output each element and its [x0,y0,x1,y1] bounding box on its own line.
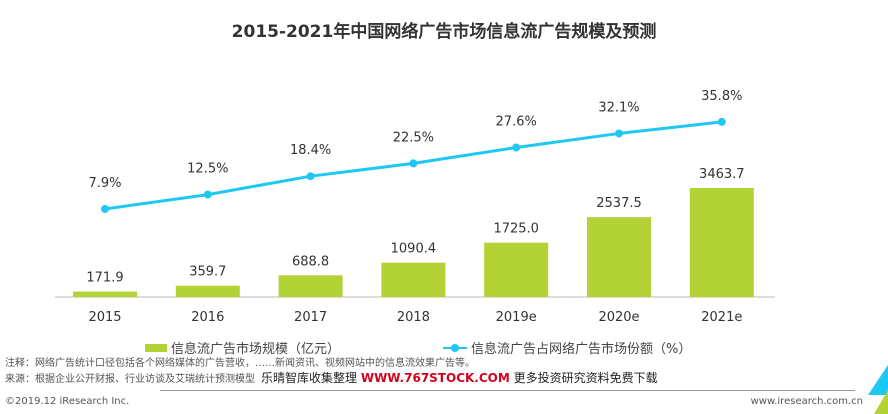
bar-label: 2537.5 [596,196,642,211]
bar [484,242,549,297]
copyright: ©2019.12 iResearch Inc. [5,396,130,407]
legend-line-label: 信息流广告占网络广告市场份额（%） [471,342,692,357]
x-tick-label: 2019e [496,310,537,325]
bar-label: 1725.0 [493,222,539,237]
line-point [717,117,726,126]
chart-area: 171.9 2015 359.7 2016 688.8 2017 1090.4 2018 172… [55,89,775,325]
bar-label: 3463.7 [699,167,745,182]
bar-label: 688.8 [292,254,329,269]
line-point [101,204,109,213]
watermark-post: 更多投资研究资料免费下载 [509,371,658,385]
x-tick-label: 2015 [88,310,121,325]
line-label: 7.9% [88,176,121,191]
bar [278,275,343,297]
x-tick-label: 2016 [191,310,224,325]
watermark-pre: 乐晴智库收集整理 [261,371,361,385]
line-point [306,172,315,181]
watermark-url: WWW.767STOCK.COM [360,371,510,385]
line-label: 35.8% [701,89,742,104]
corner-decoration-blue [868,365,888,395]
site-url: www.iresearch.com.cn [750,396,863,407]
legend-line-swatch [443,343,467,352]
line-point [512,143,521,152]
chart-title: 2015-2021年中国网络广告市场信息流广告规模及预测 [231,22,657,42]
legend-bar-swatch [145,343,167,352]
bar [689,188,754,297]
line-label: 18.4% [290,143,331,158]
x-tick-label: 2021e [701,310,742,325]
watermark: 乐晴智库收集整理 WWW.767STOCK.COM 更多投资研究资料免费下载 [261,371,658,386]
bar [587,217,651,297]
x-tick-label: 2020e [598,310,639,325]
bar-label: 359.7 [189,265,226,280]
bar-label: 1090.4 [391,242,437,257]
legend-bar: 信息流广告市场规模（亿元） [145,338,340,357]
bar [175,285,240,297]
bar [73,291,137,297]
source-row: 来源：根据企业公开财报、行业访谈及艾瑞统计预测模型 乐晴智库收集整理 WWW.7… [5,371,658,387]
line-label: 12.5% [187,162,228,177]
legend-line: 信息流广告占网络广告市场份额（%） [443,338,691,357]
x-tick-label: 2017 [294,310,327,325]
source-text: 来源：根据企业公开财报、行业访谈及艾瑞统计预测模型 [5,374,255,385]
line-label: 27.6% [496,114,537,129]
bar-label: 171.9 [86,271,123,286]
x-tick-label: 2018 [397,310,430,325]
legend-bar-label: 信息流广告市场规模（亿元） [171,342,341,357]
note-text: 注释：网络广告统计口径包括各个网络媒体的广告营收，……新闻资讯、视频网站中的信息… [5,358,475,369]
bar [381,262,446,297]
divider [160,390,855,391]
line-label: 32.1% [598,100,639,115]
line-point [615,129,623,138]
line-label: 22.5% [393,130,434,145]
line-point [409,159,418,168]
line-point [203,190,212,199]
corner-decoration-green [874,390,888,414]
